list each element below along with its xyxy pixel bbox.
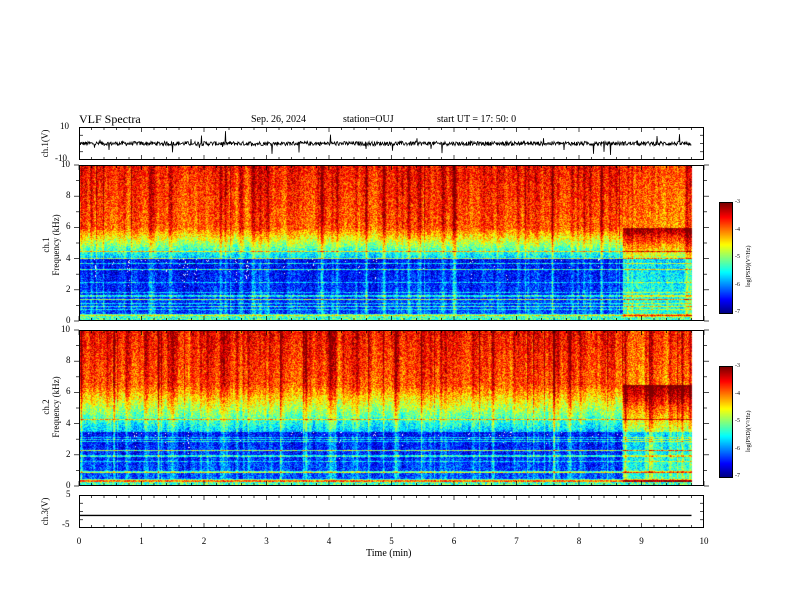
x-tick-label: 2 <box>201 536 207 546</box>
x-tick-label: 5 <box>389 536 394 546</box>
ch2-spectrogram-ytick-label: 10 <box>61 324 70 334</box>
ch1-waveform-trace <box>79 131 692 156</box>
ch1-spectrogram <box>79 165 704 321</box>
ch1-spectrogram-ytick-label: 8 <box>66 190 71 201</box>
figure-title: VLF Spectra <box>79 112 141 126</box>
ch1-spectrogram-ytick-label: 10 <box>61 159 70 169</box>
ch2-spectrogram-ytick-label: 2 <box>66 448 71 459</box>
ch2-spectrogram <box>79 330 704 486</box>
ch1-colorbar-tick: -7 <box>735 309 740 315</box>
ch3-waveform-ylabel: ch.3(V) <box>40 497 50 526</box>
ch1-colorbar-tick: -4 <box>735 226 740 233</box>
x-tick-label: 9 <box>639 536 644 546</box>
ch2-spectrogram-frame <box>79 330 704 486</box>
station-label: station=OUJ <box>343 114 394 125</box>
ch1-spectrogram-ytick-label: 0 <box>66 315 71 325</box>
ch2-spectrogram-ylabel: ch.2 Frequency (kHz) <box>41 376 61 438</box>
ch3-ytick-top: 5 <box>66 489 71 499</box>
x-tick-label: 10 <box>699 536 709 546</box>
start-time-label: start UT = 17: 50: 0 <box>437 114 517 125</box>
ch1-spectrogram-ytick-label: 4 <box>66 252 71 263</box>
ch2-colorbar-label: log(PSD)(V²/Hz) <box>746 410 752 452</box>
ch1-colorbar-label: log(PSD)(V²/Hz) <box>746 245 752 287</box>
ch2-colorbar-tick: -4 <box>735 390 740 397</box>
x-tick-label: 3 <box>264 536 269 546</box>
ch2-colorbar <box>719 366 733 478</box>
ch1-spectrogram-ylabel: ch.1 Frequency (kHz) <box>41 214 61 276</box>
x-tick-label: 6 <box>451 536 457 546</box>
ch1-spectrogram-axes <box>74 164 709 322</box>
x-tick-label: 0 <box>76 536 82 546</box>
ch1-ytick-bottom: -10 <box>55 153 67 163</box>
ch1-waveform-ylabel: ch.1(V) <box>40 129 50 158</box>
date-label: Sep. 26, 2024 <box>251 114 306 125</box>
ch1-spectrogram-ytick-label: 6 <box>66 221 71 232</box>
ch2-spectrogram-ytick-label: 0 <box>66 480 71 490</box>
ch1-ytick-top: 10 <box>60 121 69 131</box>
ch3-waveform-panel <box>79 495 704 528</box>
ch2-colorbar-tick: -7 <box>735 473 740 479</box>
x-tick-label: 4 <box>326 536 332 546</box>
ch2-spectrogram-ytick-label: 4 <box>66 417 71 428</box>
x-tick-label: 7 <box>514 536 519 546</box>
ch1-colorbar-tick: -5 <box>735 254 740 260</box>
ch1-spectrogram-ytick-label: 2 <box>66 283 71 294</box>
ch2-colorbar-tick: -5 <box>735 418 740 424</box>
ch1-spectrogram-frame <box>79 165 704 321</box>
ch1-colorbar-tick: -6 <box>735 281 740 288</box>
x-tick-label: 8 <box>576 536 582 546</box>
x-tick-label: 1 <box>139 536 144 546</box>
ch1-waveform-panel <box>79 127 704 160</box>
ch1-colorbar <box>719 202 733 314</box>
ch2-spectrogram-axes <box>74 329 709 487</box>
ch3-waveform-frame <box>79 495 704 528</box>
ch1-colorbar-tick: -3 <box>735 199 740 205</box>
ch3-ytick-bottom: -5 <box>62 519 70 529</box>
ch2-colorbar-tick: -6 <box>735 445 740 452</box>
ch2-colorbar-tick: -3 <box>735 363 740 369</box>
x-axis-label: Time (min) <box>366 548 412 559</box>
ch2-spectrogram-ytick-label: 8 <box>66 355 71 366</box>
ch2-spectrogram-ytick-label: 6 <box>66 386 71 397</box>
